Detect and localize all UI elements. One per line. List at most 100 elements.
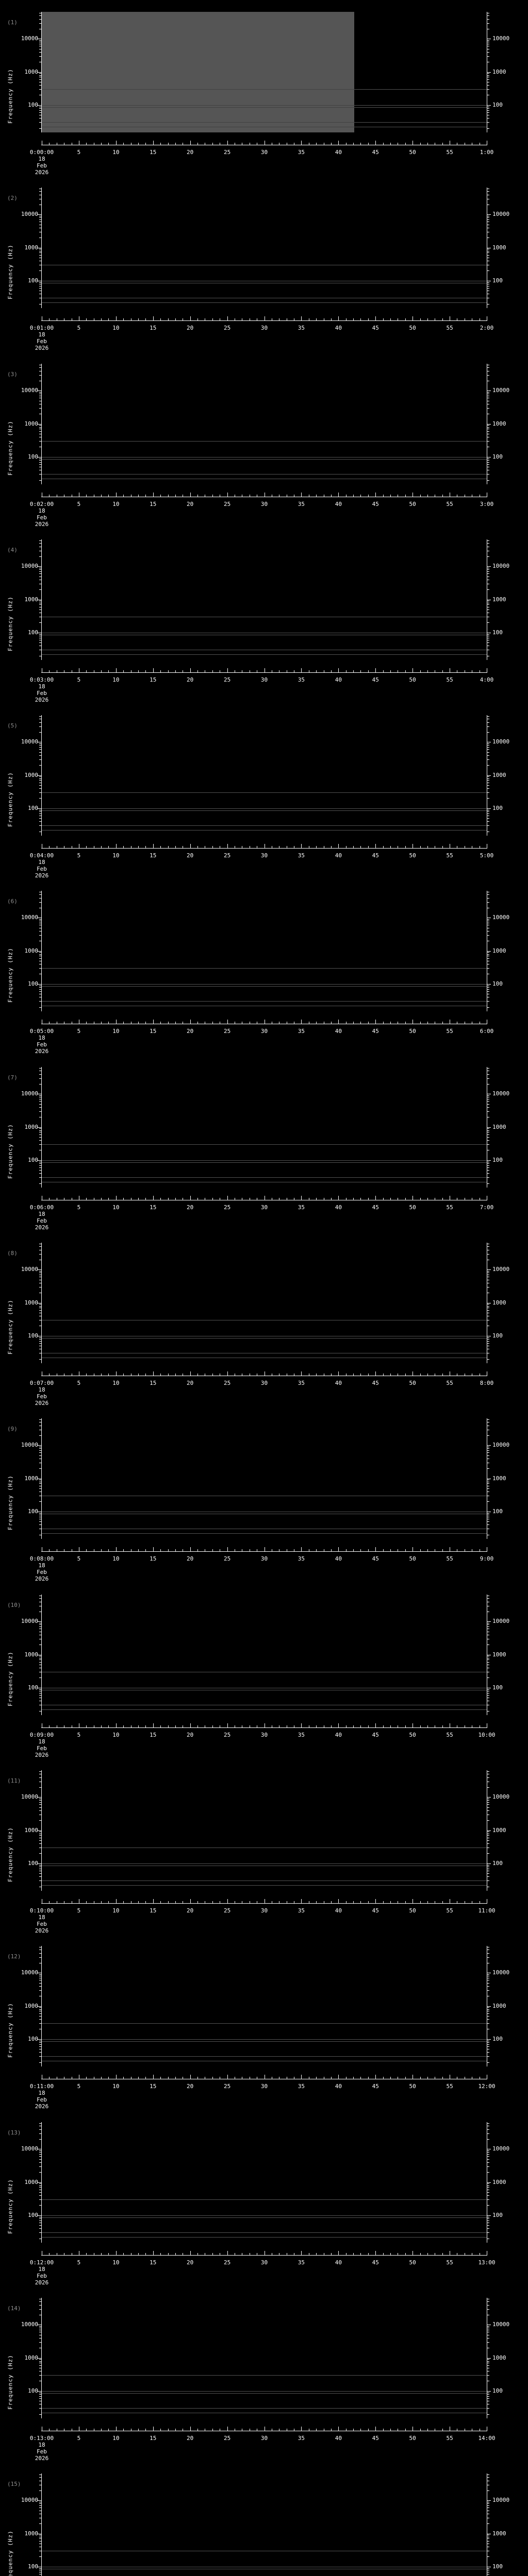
y-minor-tick	[39, 1624, 41, 1625]
x-tick	[412, 2250, 413, 2255]
y-minor-tick	[39, 52, 41, 53]
x-minor-tick	[101, 1725, 102, 1727]
y-minor-tick	[487, 1598, 489, 1599]
y-minor-tick	[487, 894, 489, 895]
y-tick-label: 100	[492, 805, 503, 812]
y-tick-label: 1000	[492, 2354, 506, 2361]
x-tick-label: 40	[335, 2083, 342, 2090]
y-minor-tick	[487, 1007, 489, 1008]
x-tick-label: 30	[260, 1555, 268, 1563]
y-minor-tick	[39, 1659, 41, 1660]
y-minor-tick	[487, 902, 489, 903]
x-minor-tick	[331, 2077, 332, 2079]
x-minor-tick	[360, 2428, 361, 2431]
y-minor-tick	[39, 1111, 41, 1112]
x-minor-tick	[331, 2428, 332, 2431]
y-tick-label: 100	[28, 2036, 38, 2043]
y-tick	[487, 72, 491, 73]
x-minor-tick	[197, 1197, 198, 1200]
y-minor-tick	[39, 1513, 41, 1514]
x-tick-label: 25	[223, 2259, 231, 2266]
y-minor-tick	[39, 642, 41, 643]
x-minor-tick	[442, 2077, 443, 2079]
y-tick-label: 100	[28, 629, 38, 636]
y-minor-tick	[39, 543, 41, 544]
y-tick-label: 1000	[492, 69, 506, 75]
x-start-label: 0:04:00	[29, 852, 54, 859]
y-minor-tick	[39, 2166, 41, 2167]
y-minor-tick	[487, 1170, 489, 1171]
x-tick	[338, 1547, 339, 1552]
y-tick	[487, 2039, 491, 2040]
x-minor-tick	[175, 494, 176, 497]
x-minor-tick	[360, 670, 361, 672]
y-minor-tick	[487, 2556, 489, 2557]
x-date-line: Feb	[37, 338, 47, 345]
y-minor-tick	[39, 15, 41, 16]
x-start-label: 0:01:00	[29, 325, 54, 332]
y-minor-tick	[39, 85, 41, 86]
x-tick-label: 20	[187, 2259, 194, 2266]
x-minor-tick	[353, 1022, 354, 1024]
x-minor-tick	[86, 2428, 87, 2431]
y-minor-tick	[39, 1165, 41, 1166]
x-minor-tick	[427, 318, 428, 321]
x-minor-tick	[360, 1725, 361, 1727]
x-minor-tick	[175, 1197, 176, 1200]
y-minor-tick	[487, 1777, 489, 1778]
y-tick-label: 1000	[24, 2003, 39, 2010]
y-tick-label: 10000	[21, 1442, 38, 1449]
x-minor-tick	[145, 143, 146, 145]
x-date-line: Feb	[37, 2096, 47, 2104]
x-tick	[301, 1547, 302, 1552]
x-tick-label: 25	[223, 1380, 231, 1387]
x-tick-label: 20	[187, 1555, 194, 1563]
y-minor-tick	[39, 2151, 41, 2153]
y-minor-tick	[487, 968, 489, 969]
x-tick	[301, 1195, 302, 1200]
x-tick-label: 5	[77, 1380, 81, 1387]
x-minor-tick	[405, 2428, 406, 2431]
x-date-line: 2026	[35, 345, 49, 352]
y-minor-tick	[487, 780, 489, 781]
x-tick-label: 45	[372, 1731, 379, 1738]
x-minor-tick	[145, 2077, 146, 2079]
x-minor-tick	[442, 1197, 443, 1200]
panel-index-label: (11)	[7, 1777, 21, 1784]
y-minor-tick	[487, 935, 489, 936]
y-minor-tick	[487, 1001, 489, 1002]
x-tick-label: 20	[187, 1380, 194, 1387]
y-minor-tick	[39, 589, 41, 590]
y-tick-label: 10000	[492, 1266, 510, 1273]
x-minor-tick	[405, 1901, 406, 1903]
x-minor-tick	[427, 2252, 428, 2255]
x-minor-tick	[86, 1022, 87, 1024]
x-minor-tick	[390, 2077, 391, 2079]
y-minor-tick	[487, 2133, 489, 2134]
x-tick	[301, 316, 302, 321]
x-minor-tick	[160, 143, 161, 145]
y-minor-tick	[487, 2304, 489, 2306]
y-minor-tick	[39, 2304, 41, 2306]
x-tick	[116, 316, 117, 321]
x-tick-label: 50	[409, 852, 416, 859]
y-minor-tick	[487, 2187, 489, 2188]
x-tick	[116, 668, 117, 672]
y-minor-tick	[487, 1254, 489, 1255]
x-tick-label: 35	[298, 2259, 305, 2266]
y-minor-tick	[39, 2361, 41, 2362]
x-minor-tick	[427, 2428, 428, 2431]
x-minor-tick	[123, 1901, 124, 1903]
y-minor-tick	[39, 1807, 41, 1808]
x-minor-tick	[108, 1022, 109, 1024]
y-tick-label: 1000	[492, 1651, 506, 1658]
y-tick	[487, 1445, 491, 1446]
x-minor-tick	[353, 1901, 354, 1903]
y-minor-tick	[39, 952, 41, 953]
x-tick	[338, 2426, 339, 2431]
x-minor-tick	[49, 318, 50, 321]
y-tick-label: 100	[28, 2387, 38, 2394]
y-minor-tick	[487, 2192, 489, 2193]
y-minor-tick	[487, 252, 489, 253]
